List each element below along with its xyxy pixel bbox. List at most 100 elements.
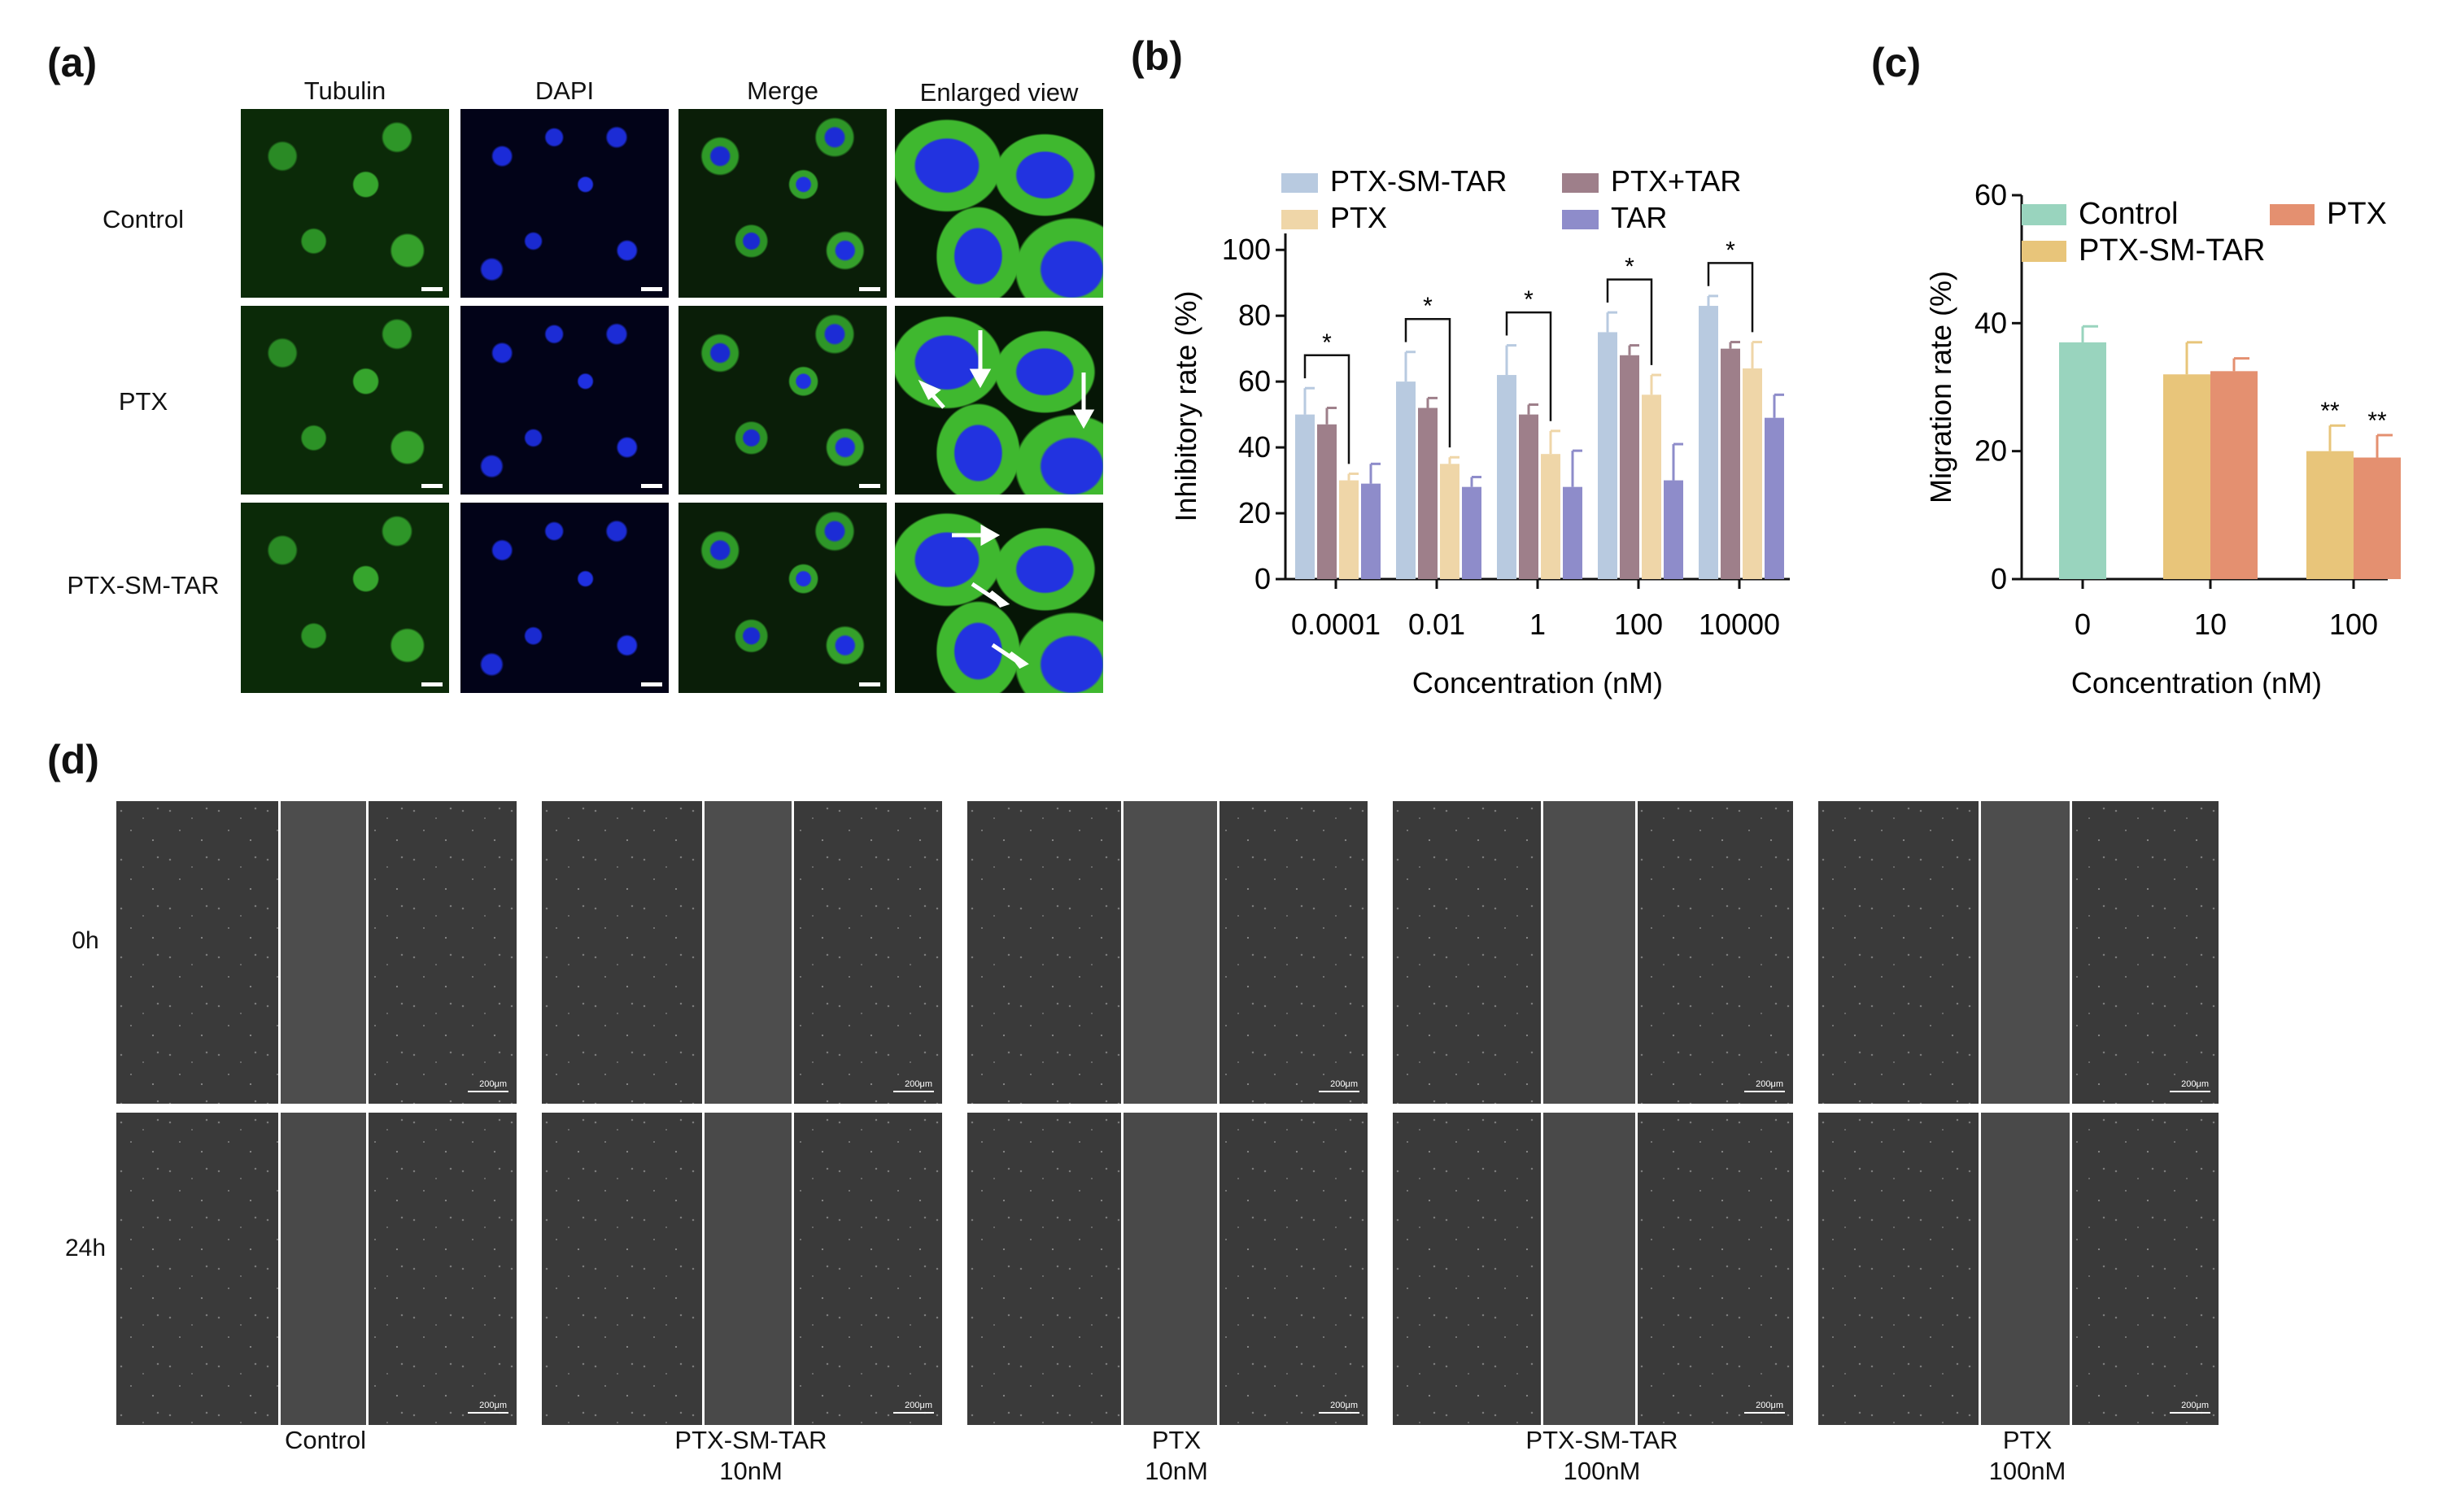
micrograph-control-tubulin <box>241 109 449 298</box>
wound-image: 200μm <box>116 801 517 1104</box>
wound-image: 200μm <box>116 1113 517 1425</box>
micrograph-control-merge <box>678 109 887 298</box>
y-tick-label: 60 <box>1974 178 2007 211</box>
row-label-control: Control <box>46 205 241 234</box>
significance-marker: * <box>1625 254 1634 281</box>
bar <box>1339 481 1359 579</box>
x-tick-label: 100 <box>1614 608 1663 641</box>
y-tick-label: 100 <box>1222 233 1271 266</box>
scratch-wound <box>1979 801 2070 1104</box>
scratch-wound <box>703 1113 792 1425</box>
micrograph-ptx-sm-tar-tubulin <box>241 503 449 693</box>
scratch-wound <box>703 801 792 1104</box>
scratch-wound <box>1122 801 1218 1104</box>
wound-edge-line <box>1541 801 1543 1104</box>
scale-bar <box>893 1412 934 1414</box>
wound-edge-line <box>1635 1113 1638 1425</box>
scratch-wound <box>1122 1113 1218 1425</box>
bar <box>1418 408 1438 579</box>
x-axis-label: Concentration (nM) <box>2071 666 2322 699</box>
y-tick-label: 20 <box>1974 434 2007 468</box>
group-label-line1: PTX-SM-TAR <box>1480 1425 1724 1456</box>
scale-bar-label: 200μm <box>905 1401 932 1410</box>
group-label-line2: 100nM <box>1480 1456 1724 1487</box>
row-label-0h: 0h <box>57 927 114 955</box>
bar <box>1620 355 1639 579</box>
column-label-enlarged-view: Enlarged view <box>895 78 1103 107</box>
bar <box>1598 332 1617 579</box>
bar <box>1721 349 1740 579</box>
wound-edge-line <box>1217 801 1220 1104</box>
wound-edge-line <box>1217 1113 1220 1425</box>
wound-edge-line <box>278 801 281 1104</box>
wound-image: 200μm <box>967 801 1368 1104</box>
row-label-24h: 24h <box>49 1235 122 1262</box>
micrograph-ptx-sm-tar-merge <box>678 503 887 693</box>
row-label-ptx-sm-tar: PTX-SM-TAR <box>46 571 241 600</box>
wound-image: 200μm <box>542 801 942 1104</box>
scale-bar-label: 200μm <box>479 1079 507 1089</box>
significance-marker: ** <box>2320 398 2340 425</box>
significance-marker: * <box>1726 237 1735 264</box>
column-label-tubulin: Tubulin <box>241 76 449 106</box>
bar <box>1462 487 1481 579</box>
bar <box>1642 394 1661 579</box>
micrograph-ptx-merge <box>678 306 887 495</box>
y-tick-label: 40 <box>1238 430 1271 464</box>
wound-edge-line <box>2070 801 2072 1104</box>
wound-edge-line <box>702 801 705 1104</box>
group-label-line1: Control <box>203 1425 447 1456</box>
y-axis-label: Migration rate (%) <box>1924 271 1957 503</box>
chart-b: 0 20 40 60 80 100 Inhibitory rate (%) Concentra… <box>1139 146 1871 708</box>
legend-label: PTX <box>1330 201 1387 234</box>
legend-swatch <box>1562 173 1599 193</box>
x-axis-label: Concentration (nM) <box>1412 666 1663 699</box>
legend-label: TAR <box>1611 201 1667 234</box>
y-tick-label: 0 <box>1254 562 1271 595</box>
group-label-line1: PTX-SM-TAR <box>629 1425 873 1456</box>
scale-bar <box>1319 1091 1359 1092</box>
scale-bar <box>1319 1412 1359 1414</box>
bar <box>2306 451 2354 579</box>
scale-bar-label: 200μm <box>1330 1079 1358 1089</box>
legend-swatch <box>2022 241 2066 262</box>
x-tick-label: 0.0001 <box>1291 608 1381 641</box>
group-label-line2: 100nM <box>1905 1456 2149 1487</box>
bar <box>2059 342 2106 579</box>
scratch-wound <box>1979 1113 2070 1425</box>
group-label-ptx-100nm: PTX 100nM <box>1905 1425 2149 1487</box>
wound-edge-line <box>2070 1113 2072 1425</box>
group-label-line2: 10nM <box>629 1456 873 1487</box>
legend-swatch <box>1281 210 1318 229</box>
scale-bar-label: 200μm <box>479 1401 507 1410</box>
wound-edge-line <box>366 1113 369 1425</box>
micrograph-ptx-dapi <box>460 306 669 495</box>
bar <box>2210 371 2258 579</box>
scale-bar <box>1744 1412 1785 1414</box>
bar <box>1541 454 1560 579</box>
wound-edge-line <box>1121 1113 1124 1425</box>
bar <box>1396 381 1416 579</box>
bar <box>2163 374 2210 579</box>
legend-swatch <box>2270 204 2315 225</box>
micrograph-ptx-sm-tar-dapi <box>460 503 669 693</box>
wound-edge-line <box>1541 1113 1543 1425</box>
bar <box>1563 487 1582 579</box>
y-tick-label: 60 <box>1238 364 1271 398</box>
y-tick-label: 40 <box>1974 306 2007 339</box>
wound-edge-line <box>366 801 369 1104</box>
wound-image: 200μm <box>1393 1113 1793 1425</box>
wound-image: 200μm <box>1818 1113 2219 1425</box>
bar <box>1765 418 1784 579</box>
x-tick-label: 0 <box>2075 608 2091 641</box>
scale-bar-label: 200μm <box>1756 1401 1783 1410</box>
column-label-merge: Merge <box>678 76 887 106</box>
x-tick-label: 10 <box>2194 608 2227 641</box>
wound-edge-line <box>1979 1113 1981 1425</box>
wound-edge-line <box>278 1113 281 1425</box>
group-label-ptx-sm-tar-10nm: PTX-SM-TAR 10nM <box>629 1425 873 1487</box>
scale-bar <box>468 1091 508 1092</box>
significance-marker: * <box>1322 329 1332 356</box>
group-label-ptx-10nm: PTX 10nM <box>1054 1425 1298 1487</box>
x-tick-label: 10000 <box>1699 608 1780 641</box>
